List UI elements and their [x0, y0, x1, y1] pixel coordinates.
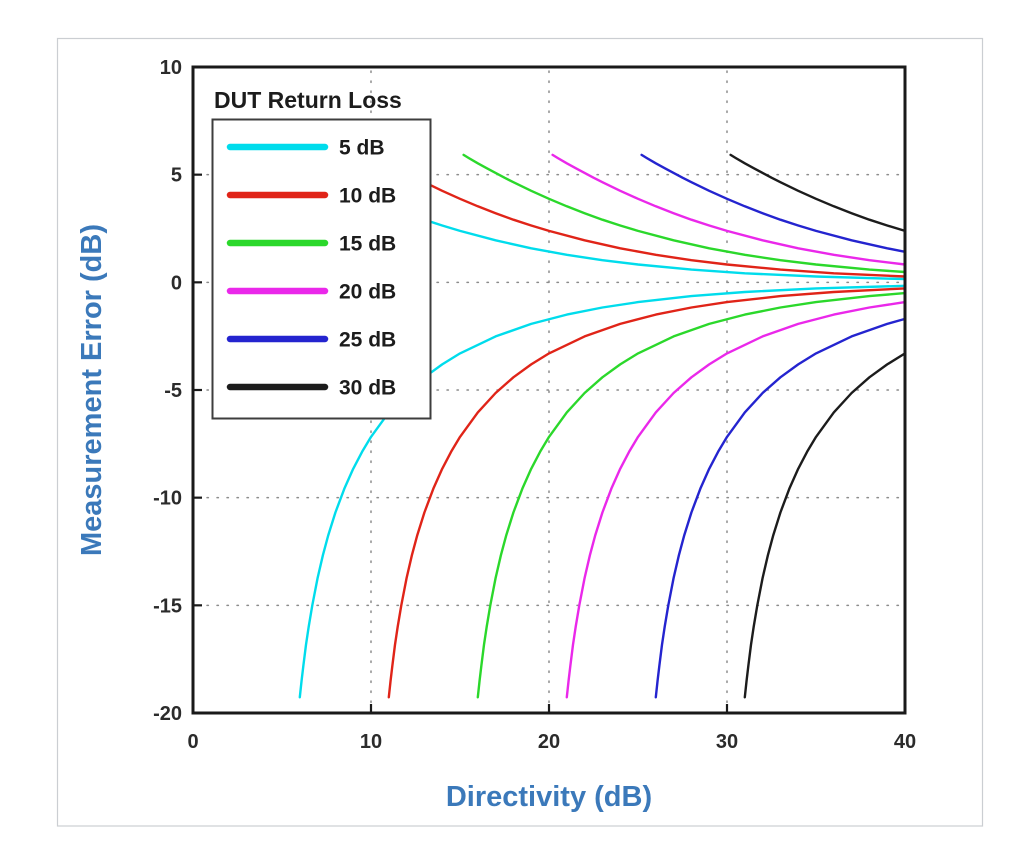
- legend-label-30db: 30 dB: [339, 377, 396, 400]
- plot-frame: [191, 65, 907, 715]
- legend-label-25db: 25 dB: [339, 329, 396, 352]
- legend-label-5db: 5 dB: [339, 137, 385, 160]
- outer-border: [56, 37, 984, 827]
- curve-20db-upper: [551, 153, 907, 266]
- y-tick-label-5: 5: [171, 165, 182, 187]
- y-tick-label--20: -20: [153, 703, 182, 725]
- y-tick-label-0: 0: [171, 272, 182, 294]
- curves: [284, 153, 907, 699]
- curve-15db-lower: [476, 291, 907, 699]
- x-tick-label-0: 0: [187, 731, 198, 753]
- x-tick-label-10: 10: [360, 731, 382, 753]
- curve-25db-lower: [654, 317, 907, 699]
- legend-label-10db: 10 dB: [339, 185, 396, 208]
- legend-box: [211, 118, 432, 420]
- legend-title: DUT Return Loss: [214, 87, 402, 113]
- y-axis-label: Measurement Error (dB): [76, 224, 108, 556]
- curve-10db-lower: [387, 287, 907, 699]
- curve-15db-upper: [462, 153, 907, 274]
- x-tick-label-40: 40: [894, 731, 916, 753]
- y-tick-label--15: -15: [153, 595, 182, 617]
- legend-label-15db: 15 dB: [339, 233, 396, 256]
- legend-label-20db: 20 dB: [339, 281, 396, 304]
- x-tick-label-20: 20: [538, 731, 560, 753]
- curve-30db-lower: [743, 352, 907, 699]
- legend: DUT Return Loss 5 dB 10 dB 15 dB 20 dB 25 dB…: [211, 87, 432, 420]
- x-axis-label: Directivity (dB): [446, 781, 652, 813]
- curve-5db-lower: [298, 284, 907, 699]
- curve-30db-upper: [729, 153, 907, 233]
- y-tick-label--5: -5: [164, 380, 182, 402]
- y-tick-label-10: 10: [160, 57, 182, 79]
- y-tick-label--10: -10: [153, 488, 182, 510]
- x-tick-label-30: 30: [716, 731, 738, 753]
- tick-marks: [194, 173, 729, 712]
- curve-20db-lower: [565, 300, 907, 699]
- curve-25db-upper: [640, 153, 907, 254]
- legend-entries: 5 dB 10 dB 15 dB 20 dB 25 dB 30 dB: [226, 137, 396, 400]
- tick-labels: 0 10 20 30 40 10 5 0 -5 -10 -15 -20: [153, 57, 916, 753]
- gridlines: [196, 70, 902, 710]
